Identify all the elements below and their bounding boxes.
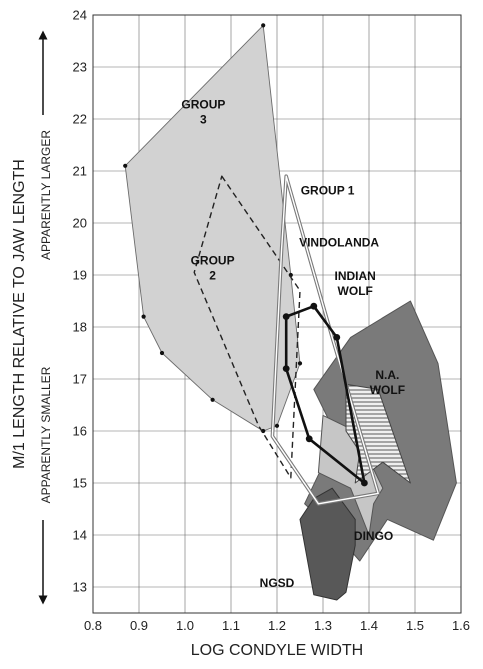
group-3-polygon bbox=[124, 24, 301, 432]
group-3-label: GROUP 3 bbox=[181, 98, 225, 127]
y-tick-label: 17 bbox=[73, 372, 87, 387]
x-tick-label: 0.8 bbox=[84, 618, 102, 633]
group-3-label-line: 3 bbox=[200, 113, 207, 127]
vindolanda-point bbox=[305, 435, 313, 443]
group-3-point bbox=[261, 428, 266, 434]
y-axis-title: M/1 LENGTH RELATIVE TO JAW LENGTH bbox=[11, 159, 28, 469]
indian-wolf-label-line: WOLF bbox=[338, 284, 373, 298]
group-2-label-line: 2 bbox=[209, 269, 216, 283]
vindolanda-point bbox=[310, 302, 318, 310]
group-3-point bbox=[297, 361, 303, 366]
y-tick-label: 14 bbox=[73, 528, 87, 543]
y-tick-label: 24 bbox=[73, 8, 87, 23]
x-axis-title: LOG CONDYLE WIDTH bbox=[191, 642, 363, 659]
y-tick-label: 15 bbox=[73, 476, 87, 491]
x-tick-label: 1.1 bbox=[222, 618, 240, 633]
x-tick-label: 1.3 bbox=[314, 618, 332, 633]
indian-wolf-label-line: INDIAN bbox=[335, 269, 376, 283]
group-2-label: GROUP 2 bbox=[191, 254, 235, 283]
indian-wolf-polygon bbox=[345, 383, 411, 484]
x-tick-label: 1.2 bbox=[268, 618, 286, 633]
series-layer bbox=[123, 23, 457, 601]
dingo-label-line: DINGO bbox=[354, 529, 393, 543]
vindolanda-point bbox=[333, 334, 341, 341]
group-2-polygon bbox=[193, 175, 301, 479]
plot-frame bbox=[92, 14, 462, 614]
series-group-3 bbox=[123, 23, 303, 434]
vindolanda-label: VINDOLANDA bbox=[299, 235, 379, 249]
y-tick-label: 18 bbox=[73, 320, 87, 335]
dingo-label: DINGO bbox=[354, 529, 393, 543]
group-1-inner-outline bbox=[271, 175, 379, 505]
group-3-point bbox=[261, 23, 266, 28]
tick-labels: 0.8 0.9 1.0 1.1 1.2 1.3 1.4 1.5 1.6 13 14 15 16 17 18 1… bbox=[73, 8, 471, 634]
ngsd-polygon bbox=[299, 487, 356, 601]
vindolanda-point bbox=[361, 479, 368, 487]
y-tick-label: 13 bbox=[73, 580, 87, 595]
x-tick-label: 0.9 bbox=[130, 618, 148, 633]
series-ngsd bbox=[299, 487, 356, 601]
n-a-wolf-label-line: N.A. bbox=[375, 368, 399, 382]
y-tick-label: 16 bbox=[73, 424, 87, 439]
group-3-point bbox=[141, 314, 146, 319]
series-group-1 bbox=[270, 174, 381, 506]
group-2-label-line: GROUP bbox=[191, 254, 235, 268]
y-note-apparently-smaller: APPARENTLY SMALLER bbox=[39, 366, 53, 503]
y-tick-label: 20 bbox=[73, 216, 87, 231]
group-1-label-line: GROUP 1 bbox=[301, 183, 355, 197]
series-group-2 bbox=[193, 175, 301, 479]
group-3-point bbox=[210, 397, 215, 402]
ngsd-label: NGSD bbox=[260, 576, 295, 590]
ngsd-label-line: NGSD bbox=[260, 576, 295, 590]
indian-wolf-label: INDIAN WOLF bbox=[335, 269, 376, 298]
group-3-point bbox=[274, 423, 280, 428]
n-a-wolf-label-line: WOLF bbox=[370, 383, 405, 397]
x-tick-label: 1.4 bbox=[360, 618, 378, 633]
series-vindolanda bbox=[282, 302, 368, 487]
group-3-label-line: GROUP bbox=[181, 98, 225, 112]
x-tick-label: 1.6 bbox=[452, 618, 470, 633]
y-note-apparently-larger: APPARENTLY LARGER bbox=[39, 130, 53, 260]
x-tick-label: 1.0 bbox=[176, 618, 194, 633]
y-tick-label: 19 bbox=[73, 268, 87, 283]
n-a-wolf-label: N.A. WOLF bbox=[370, 368, 405, 397]
vindolanda-point bbox=[282, 365, 290, 372]
group-3-point bbox=[123, 163, 128, 168]
series-indian-wolf bbox=[345, 383, 411, 484]
y-tick-label: 23 bbox=[73, 60, 87, 75]
vindolanda-label-line: VINDOLANDA bbox=[299, 235, 379, 249]
group-3-point bbox=[159, 350, 165, 356]
x-tick-label: 1.5 bbox=[406, 618, 424, 633]
group-1-label: GROUP 1 bbox=[301, 183, 355, 197]
y-tick-label: 21 bbox=[73, 164, 87, 179]
y-tick-label: 22 bbox=[73, 112, 87, 127]
vindolanda-point bbox=[282, 313, 290, 320]
